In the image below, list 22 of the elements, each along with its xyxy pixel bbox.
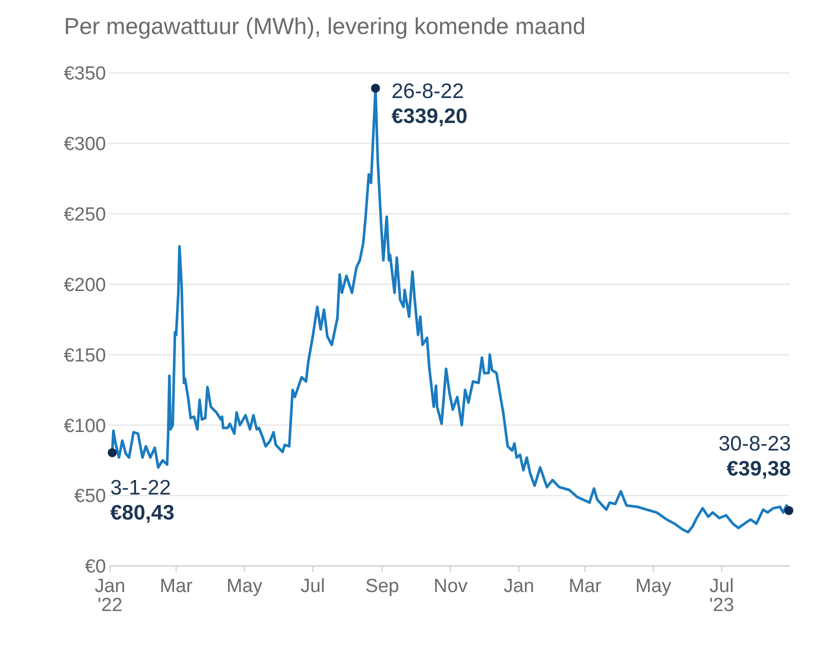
x-tick-label: Nov	[434, 576, 468, 597]
x-tick-label: Jan	[504, 576, 534, 597]
annotation: 3-1-22 €80,43	[110, 476, 174, 525]
x-tick-label: Mar	[568, 576, 602, 597]
y-tick-label: €150	[64, 345, 106, 366]
y-tick-label: €300	[64, 134, 106, 156]
x-tick-label: May	[226, 576, 263, 597]
x-tick-label: Sep	[365, 576, 400, 597]
y-tick-label: €350	[64, 64, 106, 85]
annotation: 26-8-22 €339,20	[392, 80, 468, 128]
y-tick-label: €250	[64, 204, 106, 226]
x-tick-label: Jul	[300, 576, 325, 597]
y-tick-label: €200	[64, 274, 106, 296]
y-tick-label: €0	[84, 556, 106, 578]
x-tick-label: Mar	[160, 576, 194, 597]
x-tick-label: Jul '23	[709, 576, 734, 616]
chart-title: Per megawattuur (MWh), levering komende maand	[64, 13, 586, 39]
x-tick-label: May	[635, 576, 672, 597]
y-tick-label: €100	[64, 416, 106, 437]
annotation: 30-8-23 €39,38	[718, 432, 792, 481]
y-tick-label: €50	[74, 486, 106, 508]
x-tick-label: Jan '22	[94, 576, 126, 616]
